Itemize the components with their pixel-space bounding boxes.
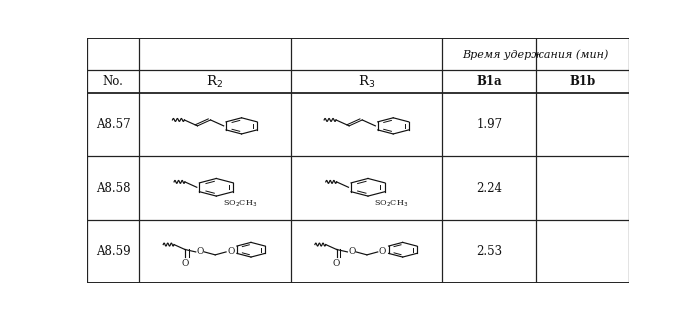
Text: O: O xyxy=(349,247,356,256)
Text: R$_3$: R$_3$ xyxy=(358,73,375,90)
Text: Время удержания (мин): Время удержания (мин) xyxy=(463,49,609,59)
Text: SO$_2$CH$_3$: SO$_2$CH$_3$ xyxy=(375,198,409,209)
Text: O: O xyxy=(197,247,204,256)
Text: A8.58: A8.58 xyxy=(96,182,130,195)
Text: 2.53: 2.53 xyxy=(476,245,503,258)
Text: O: O xyxy=(227,247,235,256)
Text: No.: No. xyxy=(103,75,124,88)
Text: O: O xyxy=(379,247,387,256)
Text: A8.57: A8.57 xyxy=(96,118,131,131)
Text: B1b: B1b xyxy=(570,75,596,88)
Text: SO$_2$CH$_3$: SO$_2$CH$_3$ xyxy=(223,198,257,209)
Text: B1a: B1a xyxy=(477,75,502,88)
Text: 1.97: 1.97 xyxy=(476,118,503,131)
Text: O: O xyxy=(181,259,189,268)
Text: O: O xyxy=(333,259,340,268)
Text: R$_2$: R$_2$ xyxy=(206,73,223,90)
Text: A8.59: A8.59 xyxy=(96,245,131,258)
Text: 2.24: 2.24 xyxy=(476,182,503,195)
